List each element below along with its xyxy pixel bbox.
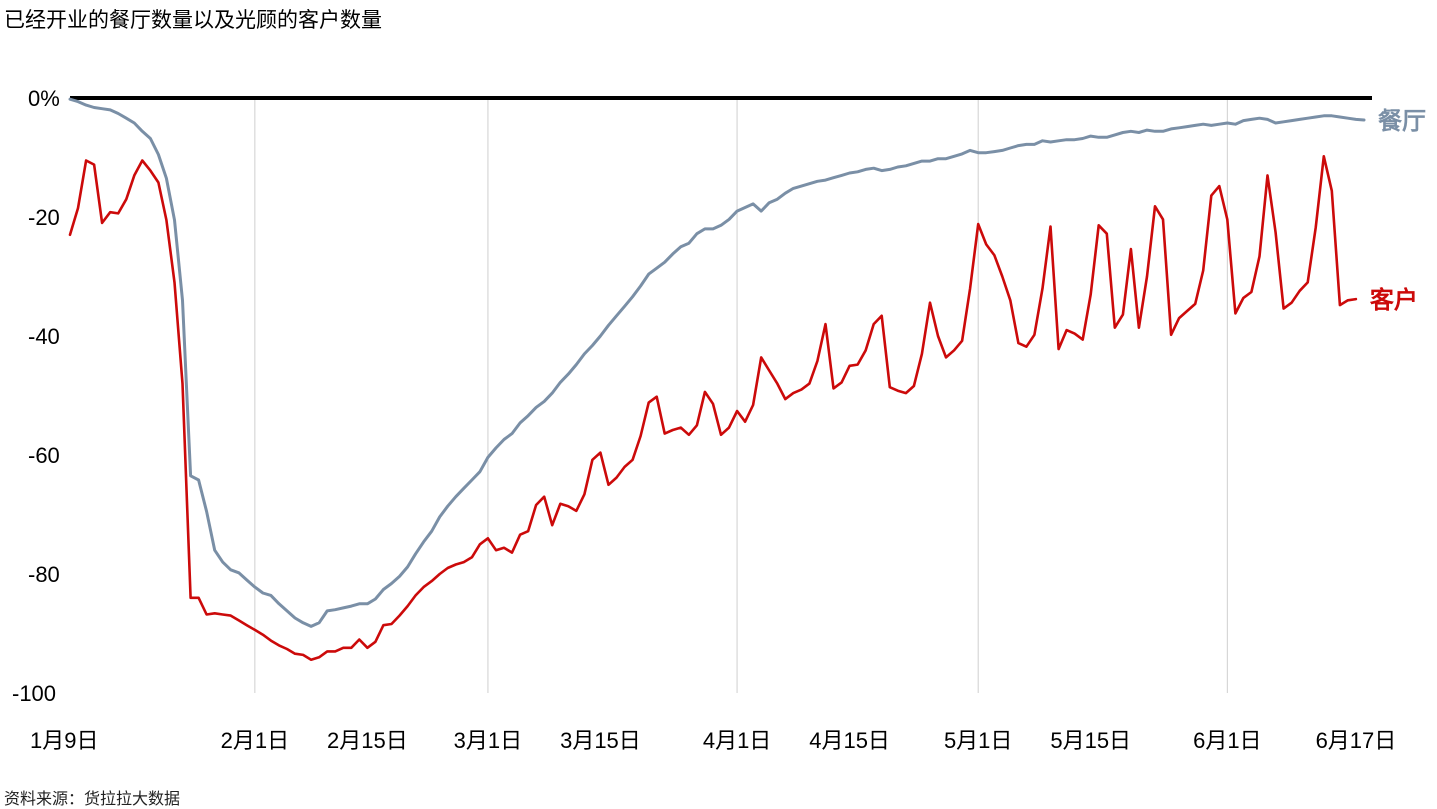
x-tick-label: 1月9日 bbox=[30, 728, 98, 753]
series-label: 客户 bbox=[1370, 286, 1418, 314]
y-tick-label: 0% bbox=[28, 86, 60, 111]
y-tick-label: -40 bbox=[28, 324, 60, 349]
source-note: 资料来源：货拉拉大数据 bbox=[4, 789, 181, 808]
chart-title: 已经开业的餐厅数量以及光顾的客户数量 bbox=[4, 8, 382, 32]
x-tick-label: 6月1日 bbox=[1193, 728, 1261, 753]
x-tick-label: 4月1日 bbox=[703, 728, 771, 753]
x-tick-label: 6月17日 bbox=[1316, 728, 1397, 753]
x-tick-label: 5月15日 bbox=[1050, 728, 1131, 753]
x-tick-label: 2月15日 bbox=[327, 728, 408, 753]
x-tick-label: 2月1日 bbox=[221, 728, 289, 753]
y-tick-label: -60 bbox=[28, 443, 60, 468]
x-tick-label: 5月1日 bbox=[944, 728, 1012, 753]
x-axis-ticks: 1月9日 2月1日 2月15日 3月1日 3月15日 4月1日 4月15日 5月1日 5月15日… bbox=[30, 728, 1396, 753]
y-axis-ticks: 0% -20 -40 -60 -80 -100 bbox=[12, 86, 60, 706]
vertical-gridlines bbox=[254, 100, 1228, 693]
y-tick-label: -100 bbox=[12, 681, 56, 706]
x-tick-label: 3月15日 bbox=[560, 728, 641, 753]
x-tick-label: 3月1日 bbox=[454, 728, 522, 753]
series-line bbox=[68, 155, 1358, 662]
y-tick-label: -20 bbox=[28, 205, 60, 230]
series-lines bbox=[68, 97, 1366, 662]
series-label: 餐厅 bbox=[1378, 107, 1426, 135]
x-tick-label: 4月15日 bbox=[809, 728, 890, 753]
series-line bbox=[68, 97, 1366, 628]
y-tick-label: -80 bbox=[28, 562, 60, 587]
